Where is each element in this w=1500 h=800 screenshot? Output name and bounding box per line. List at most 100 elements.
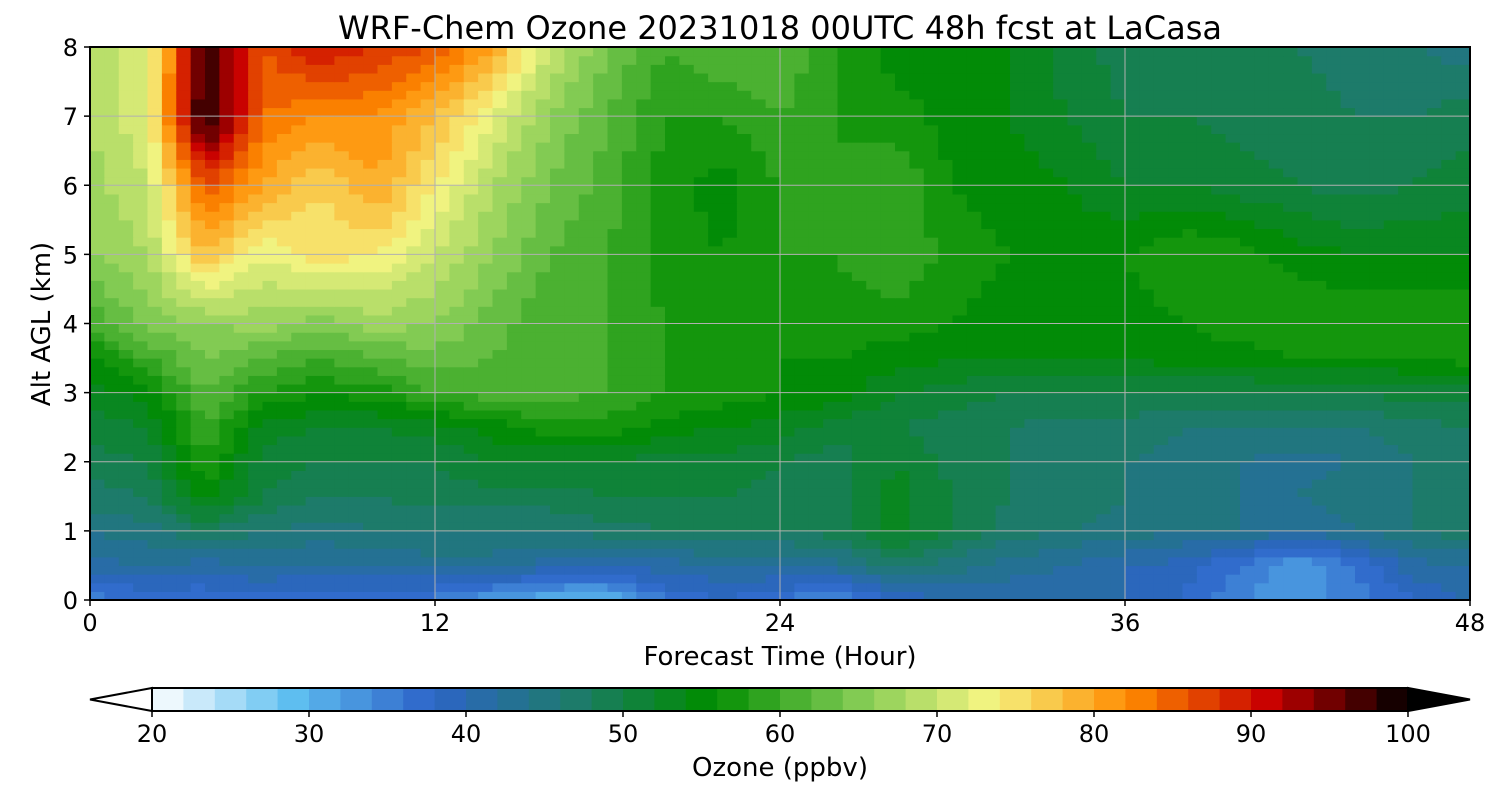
heatmap-cell	[1024, 513, 1040, 523]
heatmap-cell	[794, 461, 810, 471]
heatmap-cell	[1355, 383, 1370, 394]
heatmap-cell	[420, 176, 436, 186]
heatmap-cell	[880, 219, 896, 230]
heatmap-cell	[895, 228, 910, 238]
heatmap-cell	[1254, 159, 1270, 169]
heatmap-cell	[794, 522, 810, 532]
heatmap-cell	[1398, 366, 1414, 376]
heatmap-cell	[1398, 496, 1414, 506]
heatmap-cell	[837, 392, 853, 402]
heatmap-cell	[262, 565, 278, 575]
heatmap-cell	[837, 444, 853, 454]
heatmap-cell	[736, 375, 752, 385]
heatmap-cell	[176, 453, 192, 463]
heatmap-cell	[880, 582, 896, 592]
heatmap-cell	[823, 582, 839, 592]
heatmap-cell	[636, 193, 652, 204]
heatmap-cell	[593, 401, 609, 411]
heatmap-cell	[1081, 453, 1097, 463]
heatmap-cell	[837, 150, 853, 160]
heatmap-cell	[1383, 435, 1399, 446]
heatmap-cell	[1455, 349, 1470, 359]
heatmap-cell	[305, 263, 321, 273]
heatmap-cell	[1311, 358, 1327, 368]
heatmap-cell	[1225, 228, 1241, 238]
heatmap-cell	[1455, 297, 1470, 307]
heatmap-cell	[305, 349, 321, 359]
heatmap-cell	[377, 167, 393, 178]
heatmap-cell	[1398, 340, 1414, 351]
heatmap-cell	[880, 401, 896, 411]
heatmap-cell	[909, 254, 925, 264]
heatmap-cell	[435, 582, 450, 592]
heatmap-cell	[104, 297, 120, 307]
heatmap-cell	[1283, 219, 1299, 230]
heatmap-cell	[219, 211, 235, 221]
heatmap-cell	[147, 418, 163, 428]
heatmap-cell	[880, 358, 896, 368]
heatmap-cell	[219, 366, 235, 376]
heatmap-cell	[219, 314, 235, 325]
heatmap-cell	[1326, 297, 1342, 307]
heatmap-cell	[406, 288, 422, 299]
heatmap-cell	[262, 176, 278, 186]
heatmap-cell	[780, 288, 795, 299]
heatmap-cell	[492, 479, 508, 489]
heatmap-cell	[880, 306, 896, 316]
heatmap-cell	[1326, 548, 1342, 558]
heatmap-cell	[621, 435, 637, 446]
heatmap-cell	[1369, 401, 1385, 411]
heatmap-cell	[1369, 150, 1385, 160]
heatmap-cell	[923, 332, 939, 342]
heatmap-cell	[118, 219, 134, 230]
heatmap-cell	[1053, 401, 1069, 411]
heatmap-cell	[1010, 228, 1025, 238]
heatmap-cell	[866, 306, 882, 316]
heatmap-cell	[406, 496, 422, 506]
heatmap-cell	[1067, 539, 1083, 549]
heatmap-cell	[1053, 461, 1069, 471]
heatmap-cell	[650, 401, 666, 411]
heatmap-cell	[1024, 565, 1040, 575]
heatmap-cell	[1182, 496, 1198, 506]
heatmap-cell	[1038, 297, 1054, 307]
heatmap-cell	[90, 314, 105, 325]
heatmap-cell	[1412, 150, 1428, 160]
heatmap-cell	[1240, 306, 1255, 316]
heatmap-cell	[1024, 418, 1040, 428]
heatmap-cell	[1024, 591, 1040, 600]
heatmap-cell	[665, 470, 680, 480]
heatmap-cell	[1326, 504, 1342, 515]
heatmap-cell	[1297, 418, 1313, 428]
heatmap-cell	[1110, 453, 1126, 463]
heatmap-cell	[1426, 237, 1442, 247]
heatmap-cell	[1067, 383, 1083, 394]
heatmap-cell	[1225, 202, 1241, 212]
heatmap-cell	[363, 461, 379, 471]
heatmap-cell	[521, 496, 537, 506]
heatmap-cell	[1326, 185, 1342, 195]
heatmap-cell	[794, 565, 810, 575]
heatmap-cell	[1024, 349, 1040, 359]
heatmap-cell	[506, 409, 522, 420]
heatmap-cell	[478, 504, 494, 515]
heatmap-cell	[722, 530, 738, 541]
heatmap-cell	[521, 479, 537, 489]
heatmap-cell	[823, 504, 839, 515]
heatmap-cell	[593, 271, 609, 281]
heatmap-cell	[966, 539, 982, 549]
heatmap-cell	[363, 479, 379, 489]
heatmap-cell	[305, 556, 321, 567]
heatmap-cell	[133, 418, 149, 428]
heatmap-cell	[506, 513, 522, 523]
heatmap-cell	[521, 306, 537, 316]
heatmap-cell	[1240, 548, 1255, 558]
heatmap-cell	[463, 427, 479, 437]
heatmap-cell	[679, 401, 695, 411]
heatmap-cell	[248, 513, 264, 523]
heatmap-cell	[334, 375, 350, 385]
heatmap-cell	[895, 150, 910, 160]
heatmap-cell	[161, 280, 177, 290]
heatmap-cell	[880, 228, 896, 238]
heatmap-cell	[736, 539, 752, 549]
